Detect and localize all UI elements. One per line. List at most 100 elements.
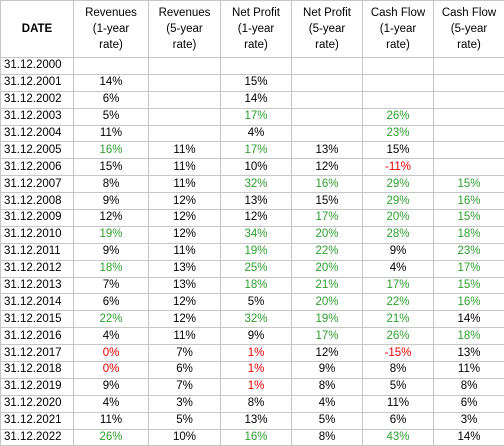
net-profit-1y-cell: 12%	[221, 210, 292, 227]
net-profit-5y-cell: 8%	[292, 429, 363, 446]
net-profit-5y-cell: 20%	[292, 294, 363, 311]
revenues-1y-cell: 9%	[74, 193, 149, 210]
revenues-5y-cell	[149, 58, 221, 75]
net-profit-1y-cell: 4%	[221, 125, 292, 142]
net-profit-5y-cell: 15%	[292, 193, 363, 210]
net-profit-5y-cell: 8%	[292, 378, 363, 395]
revenues-1y-cell: 18%	[74, 260, 149, 277]
revenues-5y-cell: 12%	[149, 311, 221, 328]
cash-flow-5y-cell: 11%	[434, 362, 504, 379]
cash-flow-5y-cell: 6%	[434, 395, 504, 412]
revenues-1y-cell: 7%	[74, 277, 149, 294]
net-profit-1y-cell: 1%	[221, 362, 292, 379]
revenues-1y-cell: 9%	[74, 243, 149, 260]
net-profit-5y-cell: 17%	[292, 210, 363, 227]
revenues-1y-cell: 26%	[74, 429, 149, 446]
cash-flow-5y-cell	[434, 125, 504, 142]
date-cell: 31.12.2022	[1, 429, 74, 446]
revenues-5y-cell: 13%	[149, 277, 221, 294]
cash-flow-1y-cell: 8%	[363, 362, 434, 379]
net-profit-1y-cell: 16%	[221, 429, 292, 446]
cash-flow-5y-cell: 16%	[434, 193, 504, 210]
revenues-5y-cell: 6%	[149, 362, 221, 379]
header-line: DATE	[4, 21, 70, 37]
net-profit-1y-cell	[221, 58, 292, 75]
cash-flow-1y-cell: 20%	[363, 210, 434, 227]
cash-flow-1y-cell: 43%	[363, 429, 434, 446]
revenues-5y-cell: 12%	[149, 210, 221, 227]
date-cell: 31.12.2019	[1, 378, 74, 395]
date-cell: 31.12.2021	[1, 412, 74, 429]
date-cell: 31.12.2004	[1, 125, 74, 142]
cash-flow-5y-cell: 3%	[434, 412, 504, 429]
net-profit-5y-cell: 12%	[292, 345, 363, 362]
revenues-5y-cell: 7%	[149, 345, 221, 362]
net-profit-1y-cell: 14%	[221, 91, 292, 108]
cash-flow-1y-cell: 15%	[363, 142, 434, 159]
net-profit-1y-cell: 19%	[221, 243, 292, 260]
net-profit-5y-cell: 9%	[292, 362, 363, 379]
revenues-1y-cell: 16%	[74, 142, 149, 159]
cash-flow-5y-cell: 17%	[434, 260, 504, 277]
date-cell: 31.12.2003	[1, 108, 74, 125]
cash-flow-5y-cell: 15%	[434, 176, 504, 193]
header-line: rate)	[366, 37, 430, 53]
revenues-1y-cell: 0%	[74, 345, 149, 362]
cash-flow-1y-cell	[363, 58, 434, 75]
date-cell: 31.12.2011	[1, 243, 74, 260]
header-line: Net Profit	[224, 5, 288, 21]
net-profit-1y-cell: 8%	[221, 395, 292, 412]
net-profit-5y-cell: 13%	[292, 142, 363, 159]
revenues-5y-cell: 11%	[149, 159, 221, 176]
date-cell: 31.12.2013	[1, 277, 74, 294]
header-line: (5-year	[437, 21, 501, 37]
revenues-1y-cell: 4%	[74, 395, 149, 412]
cash-flow-5y-cell: 14%	[434, 311, 504, 328]
net-profit-5y-cell	[292, 74, 363, 91]
cash-flow-5y-cell: 15%	[434, 210, 504, 227]
net-profit-5y-cell	[292, 108, 363, 125]
date-cell: 31.12.2016	[1, 328, 74, 345]
revenues-5y-cell: 13%	[149, 260, 221, 277]
net-profit-1y-cell: 18%	[221, 277, 292, 294]
header-line: (5-year	[152, 21, 217, 37]
header-line: Revenues	[152, 5, 217, 21]
cash-flow-5y-cell: 8%	[434, 378, 504, 395]
header-line: (1-year	[366, 21, 430, 37]
cash-flow-1y-cell: 11%	[363, 395, 434, 412]
net-profit-1y-cell: 1%	[221, 378, 292, 395]
revenues-1y-cell: 14%	[74, 74, 149, 91]
net-profit-1y-cell: 25%	[221, 260, 292, 277]
table-row: 31.12.2000	[1, 58, 504, 75]
net-profit-1y-cell: 5%	[221, 294, 292, 311]
revenues-5y-cell: 12%	[149, 193, 221, 210]
date-cell: 31.12.2007	[1, 176, 74, 193]
date-cell: 31.12.2008	[1, 193, 74, 210]
net-profit-5y-cell	[292, 125, 363, 142]
cash-flow-5y-cell: 18%	[434, 226, 504, 243]
cash-flow-1y-cell: 23%	[363, 125, 434, 142]
net-profit-1y-cell: 9%	[221, 328, 292, 345]
date-cell: 31.12.2020	[1, 395, 74, 412]
net-profit-1y-cell: 32%	[221, 311, 292, 328]
cash-flow-1y-cell: 26%	[363, 108, 434, 125]
revenues-1y-cell: 0%	[74, 362, 149, 379]
revenues-5y-cell: 12%	[149, 294, 221, 311]
revenues-5y-cell	[149, 108, 221, 125]
date-cell: 31.12.2012	[1, 260, 74, 277]
